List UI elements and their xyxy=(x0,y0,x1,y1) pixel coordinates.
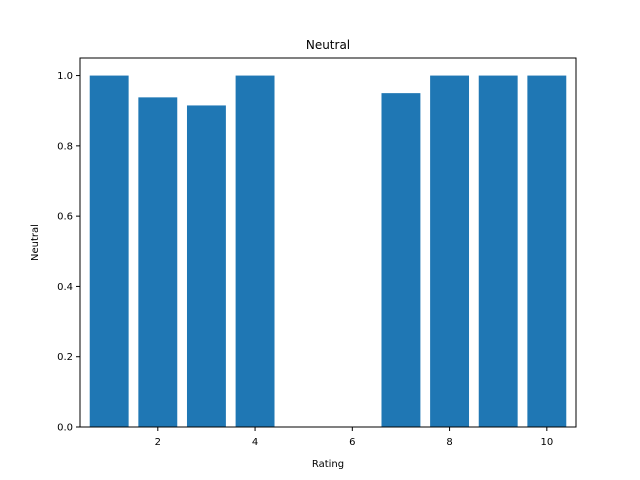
bar-rating-8 xyxy=(430,75,470,428)
y-axis-ticks: 0.0 0.2 0.4 0.6 0.8 1.0 xyxy=(57,71,80,434)
x-tick-label: 2 xyxy=(155,437,161,448)
y-tick-label: 0.2 xyxy=(57,352,73,363)
y-tick-label: 0.8 xyxy=(57,141,73,152)
y-tick-label: 0.0 xyxy=(57,423,73,434)
x-tick-label: 8 xyxy=(446,437,452,448)
x-axis-ticks: 2 4 6 8 10 xyxy=(155,427,553,448)
bar-rating-4 xyxy=(235,75,275,428)
x-tick-label: 6 xyxy=(349,437,355,448)
x-tick-label: 10 xyxy=(540,437,553,448)
y-tick-label: 1.0 xyxy=(57,71,73,82)
bar-rating-7 xyxy=(381,93,421,428)
x-tick-label: 4 xyxy=(252,437,258,448)
y-tick-label: 0.6 xyxy=(57,212,73,223)
y-tick-label: 0.4 xyxy=(57,282,73,293)
x-axis-label: Rating xyxy=(312,459,344,470)
bar-rating-3 xyxy=(186,105,226,427)
bar-rating-10 xyxy=(527,75,567,428)
bar-rating-9 xyxy=(478,75,518,428)
chart-title: Neutral xyxy=(306,38,350,52)
bar-rating-2 xyxy=(138,97,178,428)
y-axis-label: Neutral xyxy=(30,224,41,261)
bar-rating-1 xyxy=(89,75,129,428)
plot-frame xyxy=(79,57,577,428)
bars-group xyxy=(89,75,567,428)
